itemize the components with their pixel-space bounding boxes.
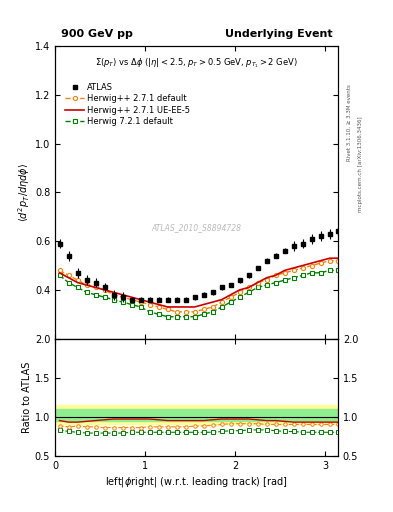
Y-axis label: Ratio to ATLAS: Ratio to ATLAS [22,361,32,433]
Text: mcplots.cern.ch [arXiv:1306.3436]: mcplots.cern.ch [arXiv:1306.3436] [358,116,363,211]
Text: 900 GeV pp: 900 GeV pp [61,29,132,39]
Bar [55,405,338,424]
Legend: ATLAS, Herwig++ 2.7.1 default, Herwig++ 2.7.1 UE-EE-5, Herwig 7.2.1 default: ATLAS, Herwig++ 2.7.1 default, Herwig++ … [62,79,193,130]
Bar [55,409,338,420]
Text: $\Sigma(p_T)$ vs $\Delta\phi$ ($|\eta| < 2.5$, $p_T > 0.5$ GeV, $p_{T_1} > 2$ Ge: $\Sigma(p_T)$ vs $\Delta\phi$ ($|\eta| <… [95,56,298,70]
Text: Rivet 3.1.10, ≥ 3.3M events: Rivet 3.1.10, ≥ 3.3M events [347,84,352,161]
Text: Underlying Event: Underlying Event [225,29,332,39]
X-axis label: left$|\phi$right$|$ (w.r.t. leading track) [rad]: left$|\phi$right$|$ (w.r.t. leading trac… [105,475,288,489]
Text: ATLAS_2010_S8894728: ATLAS_2010_S8894728 [151,223,242,232]
Y-axis label: $\langle d^2 p_T / d\eta d\phi \rangle$: $\langle d^2 p_T / d\eta d\phi \rangle$ [16,163,32,222]
